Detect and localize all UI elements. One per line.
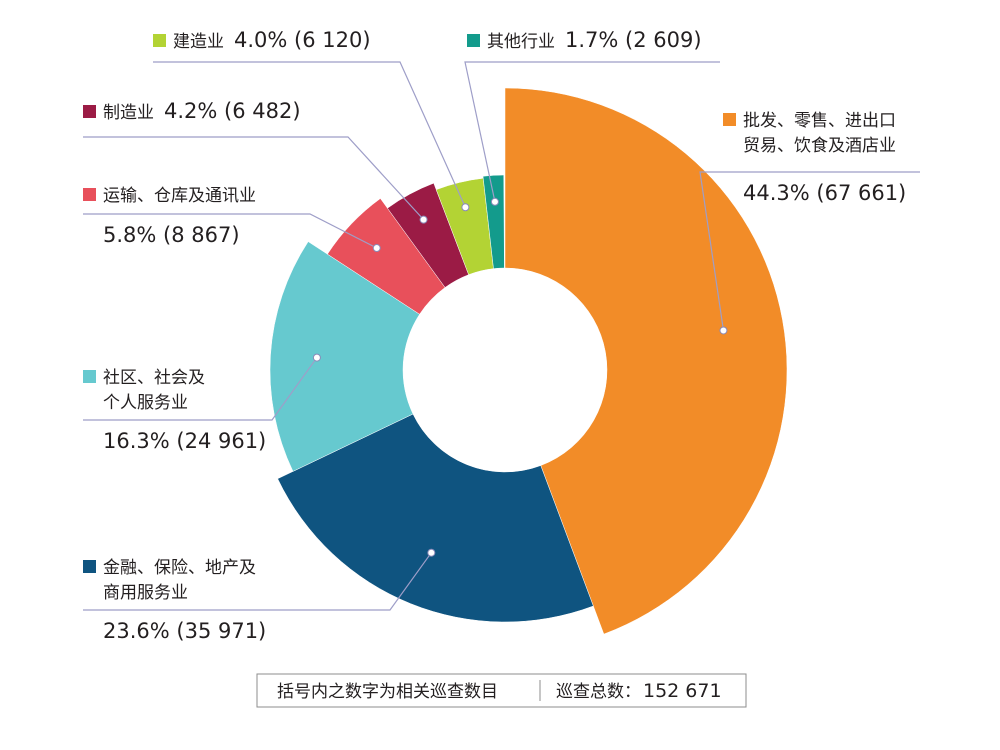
leader-dot-3 (372, 244, 381, 253)
slice-name-3-line-0: 运输、仓库及通讯业 (103, 186, 256, 206)
leader-line-4 (83, 136, 425, 221)
slice-label-6: 其他行业 1.7% (2 609) (487, 28, 702, 52)
leader-line-1 (83, 552, 432, 611)
slice-0 (504, 87, 788, 635)
slice-name-1-line-0: 金融、保险、地产及 (103, 558, 256, 578)
leader-dot-0 (719, 326, 728, 335)
slice-value-3: 5.8% (8 867) (103, 223, 240, 247)
slice-name-1-line-1: 商用服务业 (103, 583, 188, 603)
footer-total-label: 巡查总数： (556, 682, 641, 702)
footer-note: 括号内之数字为相关巡查数目 (277, 682, 498, 702)
footer-total-value: 152 671 (643, 680, 722, 702)
leader-line-0 (699, 171, 920, 331)
slice-2 (269, 241, 420, 472)
slice-value-2: 16.3% (24 961) (103, 429, 266, 453)
slice-name-0-line-1: 贸易、饮食及酒店业 (743, 136, 896, 156)
slice-value-1: 23.6% (35 971) (103, 619, 266, 643)
footer-note-box: 括号内之数字为相关巡查数目 巡查总数： 152 671 (256, 673, 747, 708)
legend-swatch-3 (83, 188, 96, 201)
leader-line-3 (83, 213, 378, 249)
leader-dot-1 (427, 548, 436, 557)
leader-dot-4 (419, 215, 428, 224)
slice-label-5: 建造业 4.0% (6 120) (173, 28, 371, 52)
legend-swatch-6 (467, 34, 480, 47)
slice-3 (327, 198, 446, 315)
leader-line-5 (153, 61, 466, 208)
leader-dot-6 (490, 197, 499, 206)
legend-swatch-1 (83, 560, 96, 573)
slice-name-0-line-0: 批发、零售、进出口 (743, 111, 896, 131)
slice-group (269, 87, 788, 635)
slice-value-0: 44.3% (67 661) (743, 181, 906, 205)
slice-name-2-line-0: 社区、社会及 (103, 368, 205, 388)
leader-line-6 (464, 61, 720, 202)
slice-name-2-line-1: 个人服务业 (103, 393, 188, 413)
legend-swatch-5 (153, 34, 166, 47)
footer-total: 巡查总数： 152 671 (556, 680, 722, 702)
leader-line-2 (83, 357, 318, 421)
leader-dot-5 (461, 203, 470, 212)
slice-label-4: 制造业 4.2% (6 482) (103, 99, 301, 123)
slice-1 (277, 413, 594, 623)
legend-swatch-2 (83, 370, 96, 383)
legend-swatch-4 (83, 105, 96, 118)
legend-swatch-0 (723, 113, 736, 126)
leader-line-group (83, 61, 920, 611)
leader-dot-2 (312, 353, 321, 362)
